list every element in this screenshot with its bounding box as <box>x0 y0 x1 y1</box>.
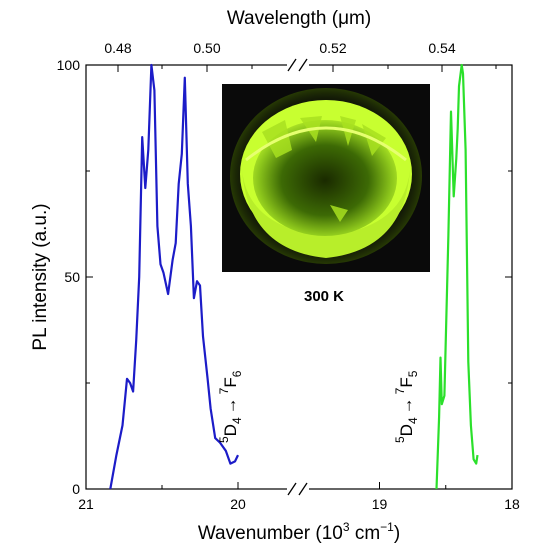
y-tick-label: 50 <box>64 269 80 285</box>
transition-blue-sup5: 5 <box>217 436 231 443</box>
top-axis-title: Wavelength (μm) <box>227 8 371 29</box>
x-axis-title-main: Wavenumber (10 <box>198 523 343 544</box>
inset-caption: 300 K <box>304 288 344 305</box>
transition-blue-sub6: 6 <box>230 370 244 377</box>
transition-green-arrow: → <box>397 397 416 414</box>
series-line-0 <box>109 63 239 490</box>
x-tick-label: 19 <box>372 496 388 512</box>
top-axis-title-prefix: Wavelength ( <box>227 8 339 29</box>
transition-blue-sub4: 4 <box>230 417 244 424</box>
transition-blue-arrow: → <box>221 397 240 414</box>
x-axis-title-unit: cm <box>350 523 381 544</box>
x-tick-label: 21 <box>78 496 94 512</box>
top-tick-label: 0.52 <box>319 40 346 56</box>
y-tick-label: 100 <box>57 57 81 73</box>
top-axis-title-mu: μ <box>338 8 349 29</box>
axis-ticks <box>85 64 513 490</box>
transition-green-sub5: 5 <box>406 370 420 377</box>
axis-break-marks <box>287 58 309 496</box>
x-axis-title-exp: 3 <box>343 520 350 534</box>
transition-blue-sup7: 7 <box>217 387 231 394</box>
transition-blue-f: F <box>221 377 240 387</box>
data-series <box>109 63 479 490</box>
y-axis-title: PL intensity (a.u.) <box>30 203 51 350</box>
top-tick-label: 0.50 <box>193 40 220 56</box>
transition-green-d: D <box>397 424 416 436</box>
y-tick-label: 0 <box>72 481 80 497</box>
top-tick-label: 0.48 <box>104 40 131 56</box>
transition-label-green: 5D4→7F5 <box>393 370 420 443</box>
top-axis-title-suffix: m) <box>349 8 371 29</box>
sample-rim-highlight <box>245 126 407 162</box>
tick-labels: 0 50 100 21 20 19 18 0.48 0.50 0.52 0.54 <box>57 40 520 512</box>
series-line-1 <box>435 63 479 490</box>
transition-label-blue: 5D4 → 7F6 <box>217 370 244 443</box>
x-axis-title-close: ) <box>394 523 400 544</box>
sample-shards <box>262 116 386 222</box>
sample-ring-lower <box>242 170 410 258</box>
x-tick-label: 18 <box>504 496 520 512</box>
transition-green-sup5: 5 <box>393 436 407 443</box>
transition-green-sub4: 4 <box>406 417 420 424</box>
inset-photo <box>222 84 430 272</box>
transition-green-sup7: 7 <box>393 387 407 394</box>
transition-green-f: F <box>397 377 416 387</box>
x-axis-title-unit-exp: −1 <box>380 520 394 534</box>
transition-blue-d: D <box>221 424 240 436</box>
top-tick-label: 0.54 <box>428 40 455 56</box>
x-tick-label: 20 <box>230 496 246 512</box>
x-axis-title: Wavenumber (103 cm−1) <box>198 520 400 544</box>
